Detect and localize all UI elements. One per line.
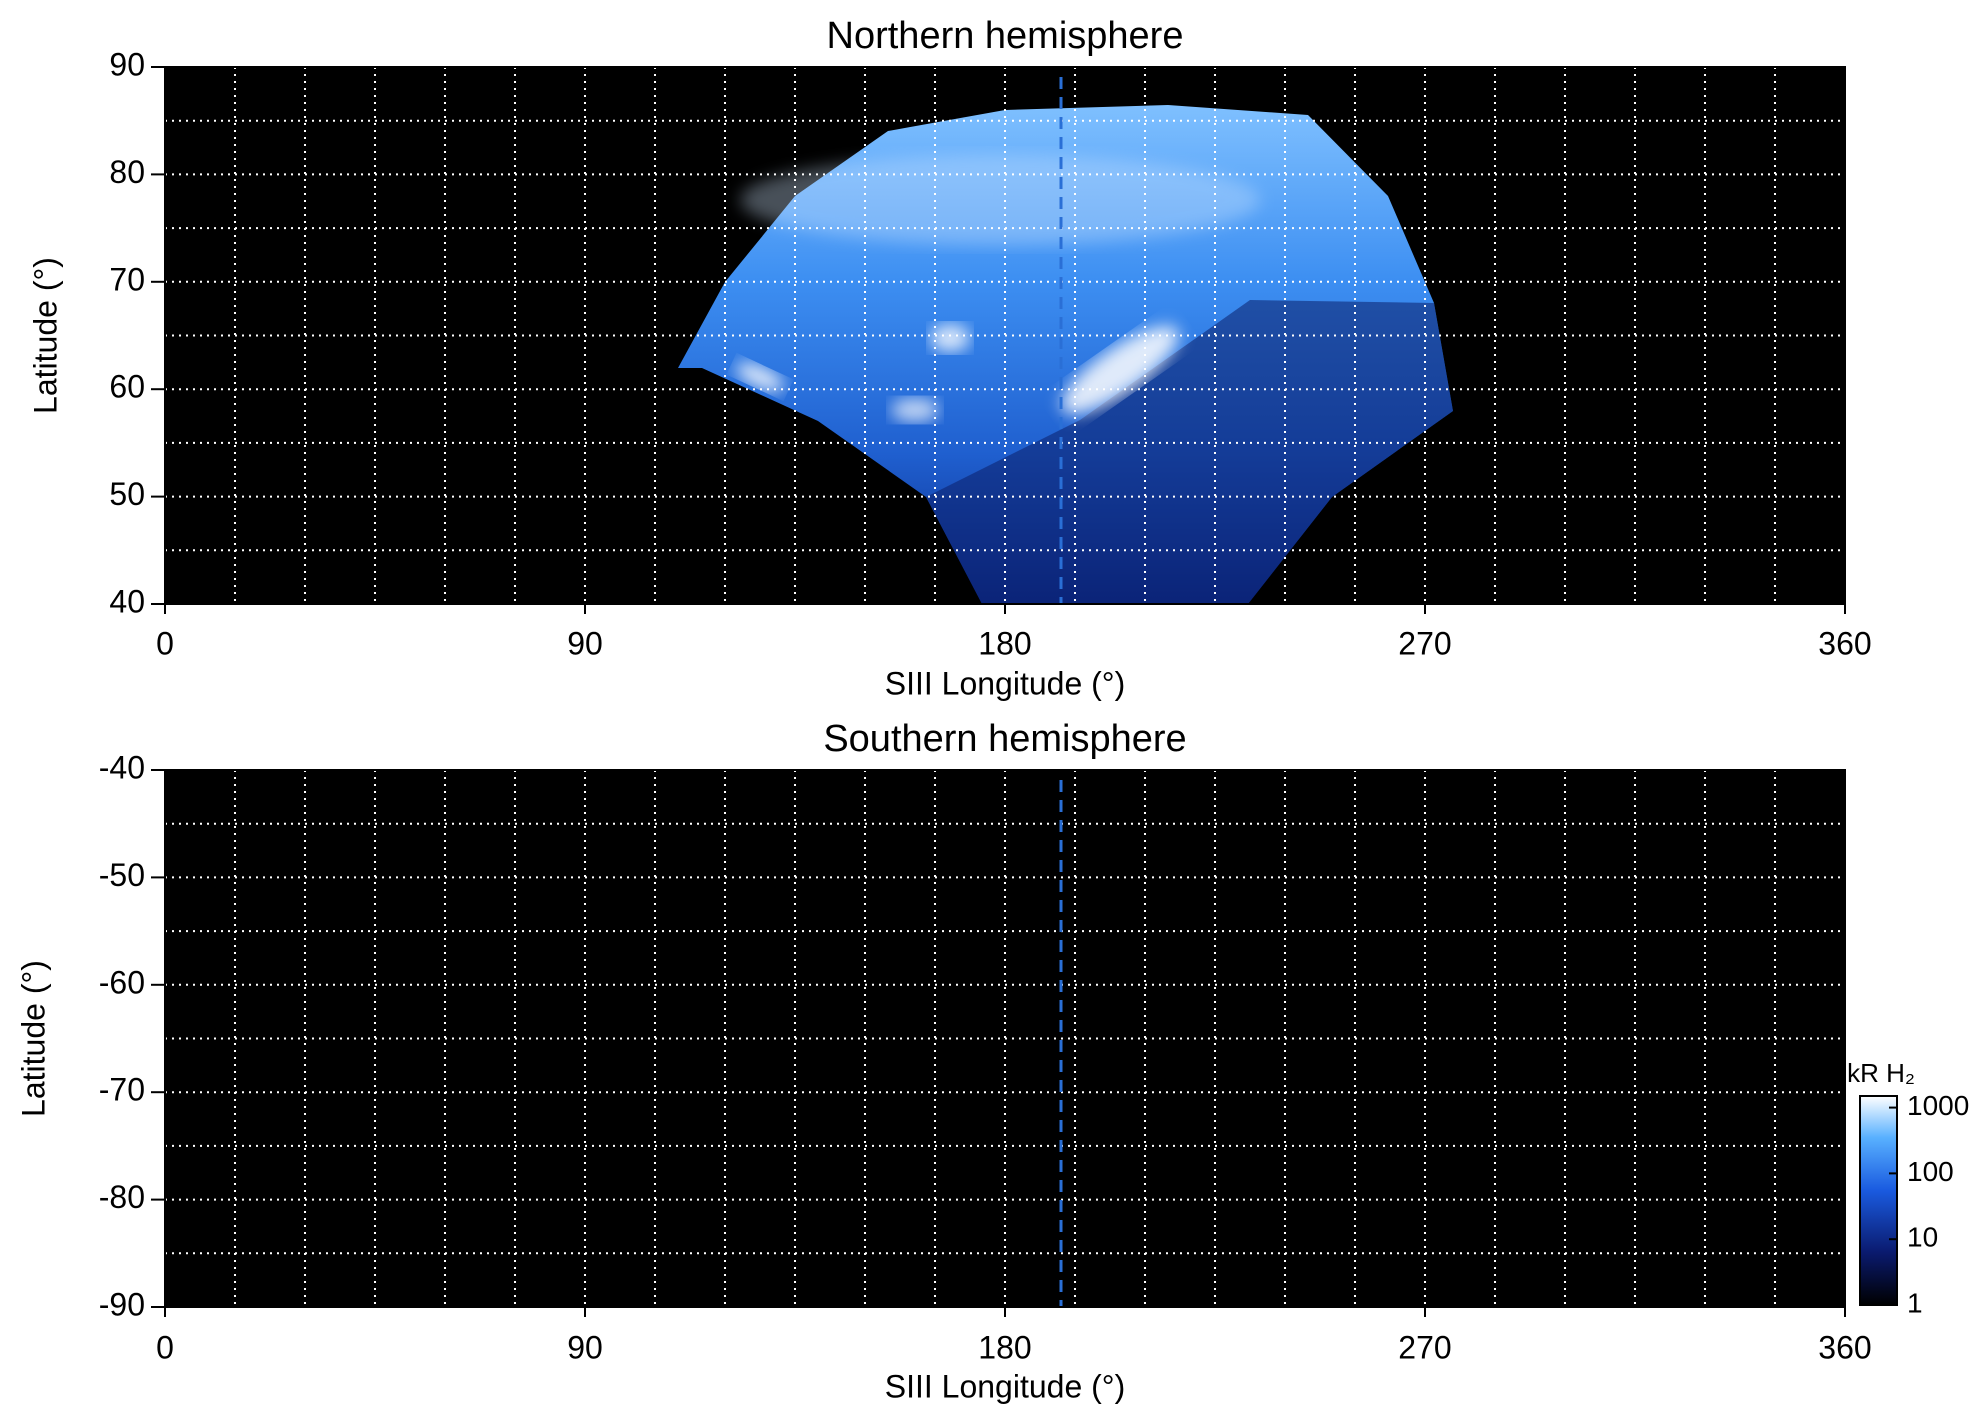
aurora-emission <box>678 105 1453 604</box>
y-tick-label: -60 <box>99 964 145 1000</box>
y-tick-label: 80 <box>109 154 145 190</box>
colorbar-tick-label: 10 <box>1907 1222 1938 1253</box>
y-tick-label: 60 <box>109 369 145 405</box>
x-tick-label: 90 <box>567 1329 603 1365</box>
colorbar-label: kR H₂ <box>1847 1058 1915 1088</box>
x-tick-label: 0 <box>156 625 174 661</box>
x-tick-label: 270 <box>1398 625 1451 661</box>
colorbar-tick-label: 1000 <box>1907 1090 1969 1121</box>
colorbar-tick-label: 100 <box>1907 1156 1954 1187</box>
x-tick-label: 360 <box>1818 1329 1871 1365</box>
plot-frame <box>164 769 1846 1308</box>
x-tick-label: 360 <box>1818 625 1871 661</box>
x-tick-label: 180 <box>978 1329 1031 1365</box>
x-tick-label: 90 <box>567 625 603 661</box>
plot-frame <box>164 66 1846 605</box>
y-tick-label: 90 <box>109 46 145 82</box>
y-tick-label: -50 <box>99 857 145 893</box>
y-tick-label: 40 <box>109 583 145 619</box>
x-tick-label: 0 <box>156 1329 174 1365</box>
x-tick-label: 270 <box>1398 1329 1451 1365</box>
colorbar-tick-label: 1 <box>1907 1287 1923 1318</box>
y-tick-label: -40 <box>99 749 145 785</box>
y-tick-label: -80 <box>99 1179 145 1215</box>
x-axis-label: SIII Longitude (°) <box>885 1368 1125 1404</box>
y-axis-label: Latitude (°) <box>27 257 63 414</box>
colorbar <box>1859 1095 1898 1306</box>
y-axis-label: Latitude (°) <box>15 960 51 1117</box>
x-tick-label: 180 <box>978 625 1031 661</box>
y-tick-label: 50 <box>109 476 145 512</box>
chart-title: Southern hemisphere <box>823 718 1186 760</box>
y-tick-label: -70 <box>99 1072 145 1108</box>
y-tick-label: -90 <box>99 1286 145 1322</box>
chart-title: Northern hemisphere <box>827 15 1184 57</box>
x-axis-label: SIII Longitude (°) <box>885 665 1125 701</box>
y-tick-label: 70 <box>109 261 145 297</box>
